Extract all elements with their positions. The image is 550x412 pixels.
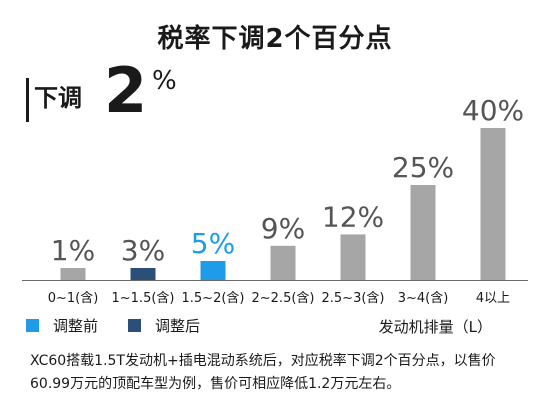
legend-swatch-after: [128, 318, 141, 332]
callout-accent-bar: [26, 78, 29, 122]
legend-label-after: 调整后: [155, 316, 201, 335]
bar-6: [480, 128, 506, 280]
bar-0: [60, 268, 86, 280]
category-label-0: 0~1(含): [48, 290, 99, 306]
chart-title: 税率下调2个百分点: [157, 24, 393, 54]
category-label-1: 1~1.5(含): [112, 290, 175, 306]
x-axis-label: 发动机排量（L）: [378, 318, 492, 336]
bar-1: [130, 268, 156, 280]
caption-text: XC60搭载1.5T发动机+插电混动系统后，对应税率下调2个百分点，以售价60.…: [30, 353, 496, 392]
category-label-3: 2~2.5(含): [252, 290, 315, 306]
legend-item-before: 调整前: [26, 316, 99, 335]
bar-5: [410, 185, 436, 280]
value-label-0: 1%: [51, 234, 95, 267]
category-label-5: 3~4(含): [398, 290, 449, 306]
bar-2: [200, 261, 226, 280]
value-label-6: 40%: [462, 94, 524, 127]
callout-label: 下调: [34, 84, 82, 112]
category-label-6: 4以上: [476, 291, 510, 306]
legend-swatch-before: [26, 318, 39, 332]
category-label-2: 1.5~2(含): [182, 290, 245, 306]
value-label-3: 9%: [261, 212, 305, 245]
legend-item-after: 调整后: [128, 316, 201, 335]
category-label-4: 2.5~3(含): [322, 290, 385, 306]
value-label-1: 3%: [121, 234, 165, 267]
value-label-5: 25%: [392, 151, 454, 184]
value-label-4: 12%: [322, 200, 384, 233]
value-label-2: 5%: [191, 227, 235, 260]
bar-4: [340, 234, 366, 280]
callout-number: 2: [104, 54, 148, 127]
legend-label-before: 调整前: [53, 316, 99, 335]
callout-unit: %: [152, 66, 177, 96]
bar-3: [270, 245, 296, 280]
